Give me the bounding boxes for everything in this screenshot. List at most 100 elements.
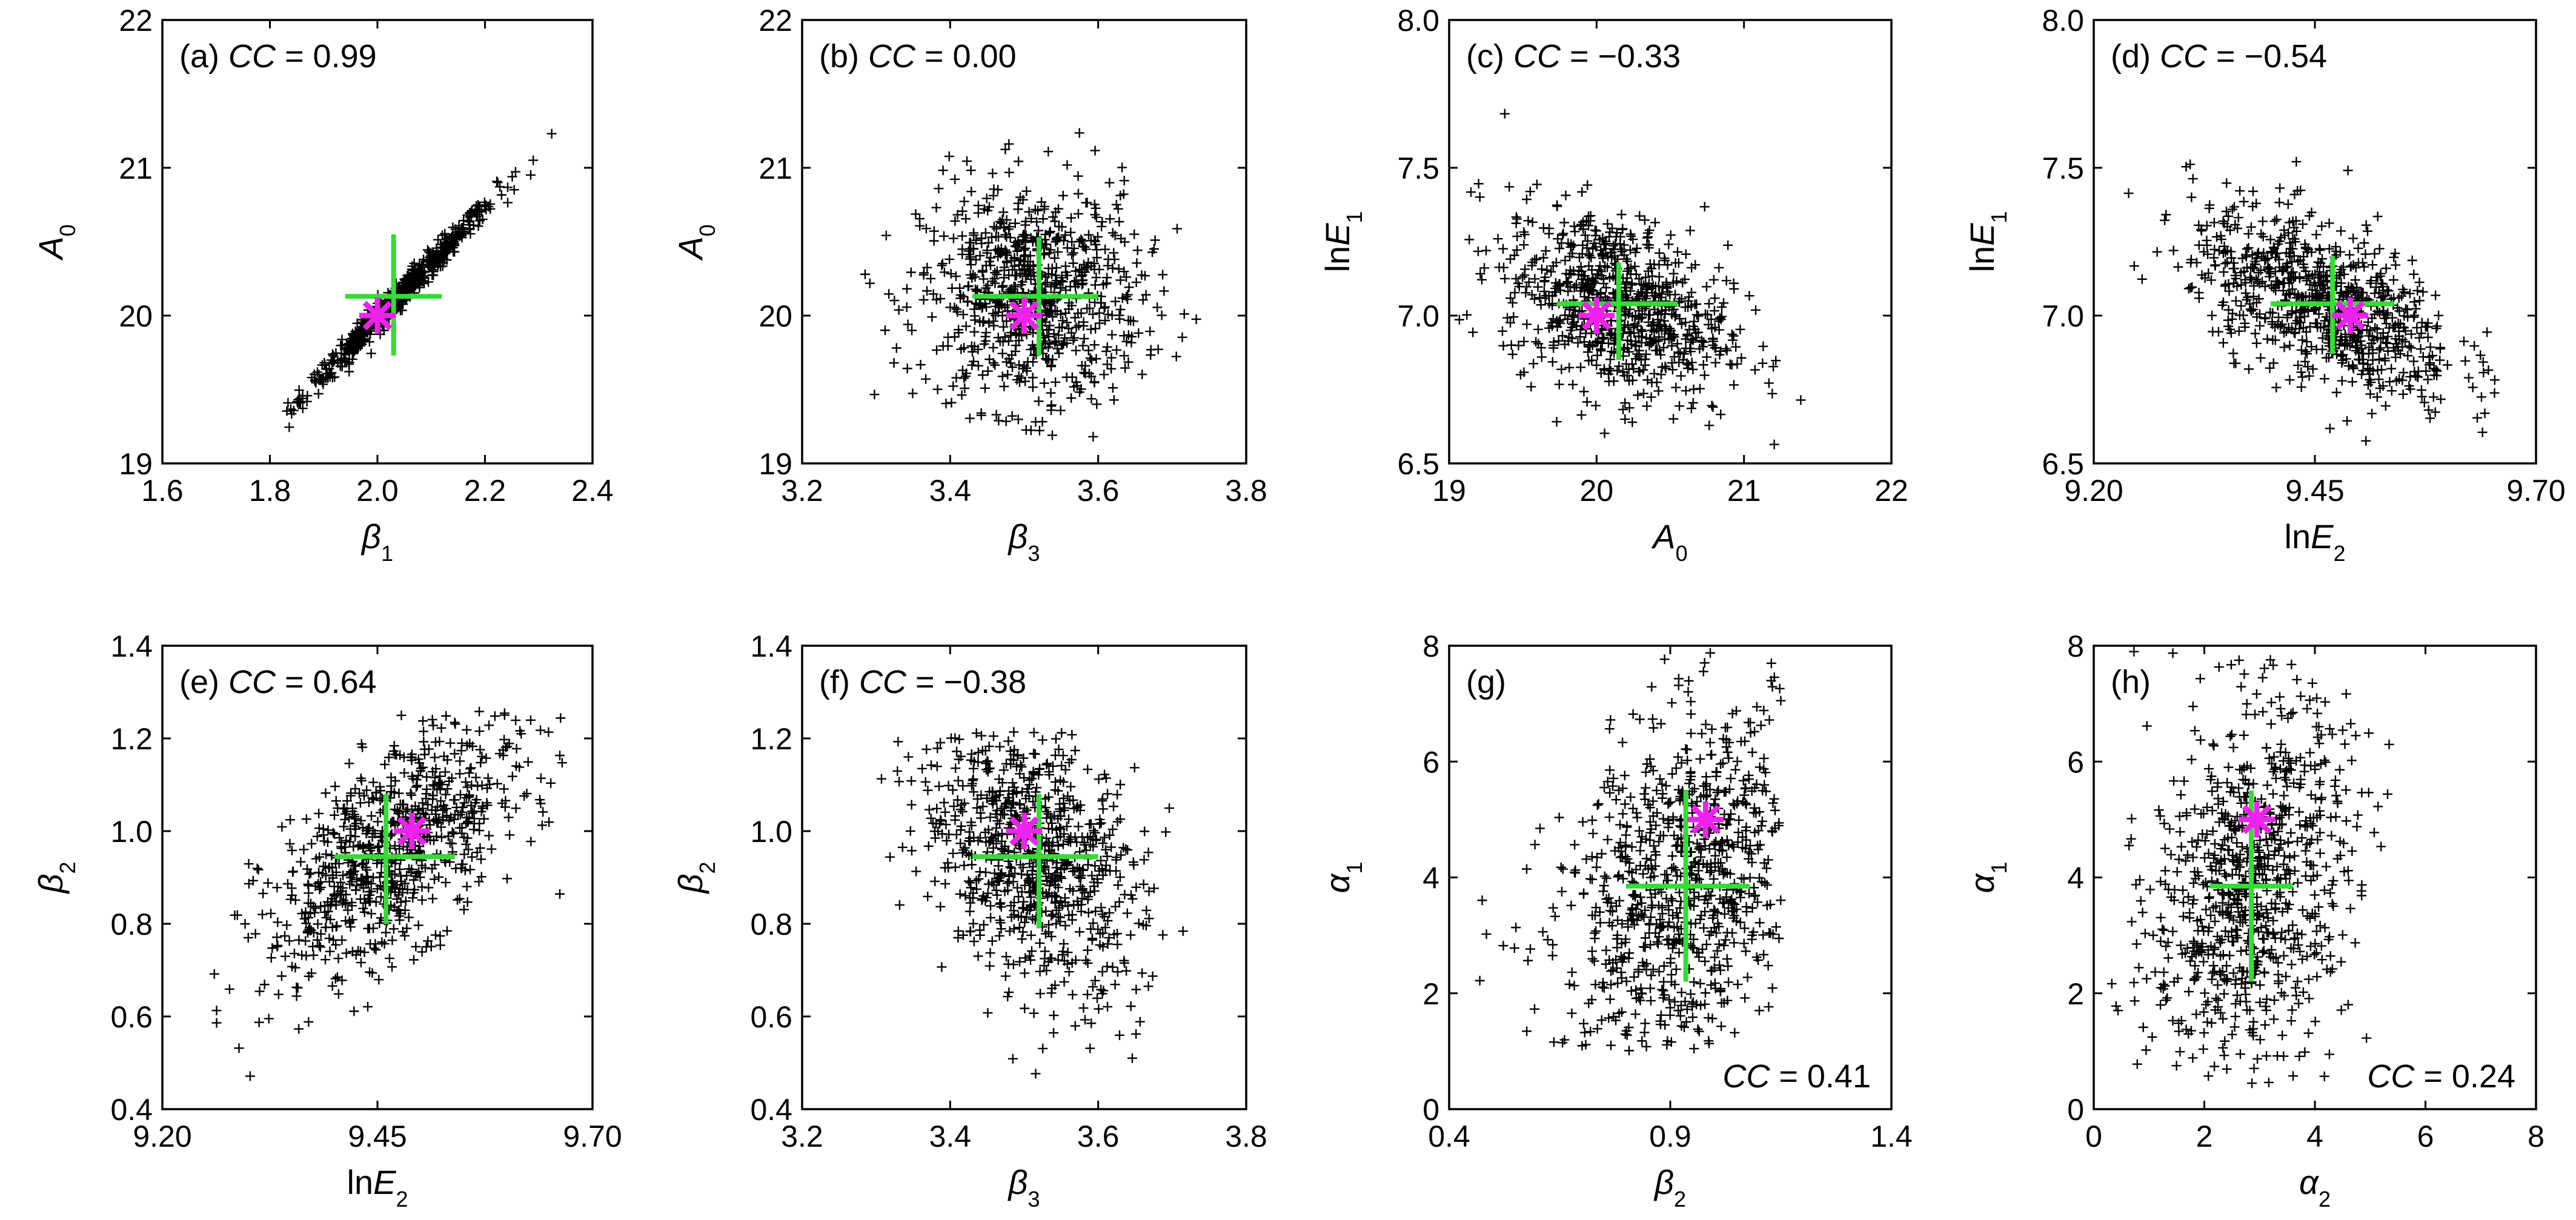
cc-label: CC <box>859 664 907 700</box>
data-point <box>332 921 342 930</box>
data-point <box>543 728 553 737</box>
data-point <box>465 865 475 875</box>
y-tick-label: 1.2 <box>750 722 792 756</box>
data-point <box>2431 291 2440 300</box>
data-point <box>930 877 940 886</box>
data-point <box>294 1024 304 1034</box>
y-axis-label: α1 <box>1318 862 1367 893</box>
data-point <box>977 731 986 741</box>
data-point <box>356 958 366 967</box>
data-point <box>493 177 503 187</box>
data-point <box>1013 204 1023 214</box>
data-point <box>464 768 474 778</box>
data-point <box>1570 981 1579 990</box>
data-point <box>296 857 305 867</box>
data-point <box>294 935 304 945</box>
data-point <box>417 947 427 956</box>
data-point <box>2336 226 2346 236</box>
data-point <box>999 382 1009 391</box>
data-point <box>974 748 983 757</box>
data-point <box>2274 197 2284 207</box>
x-axis-label: A0 <box>1651 517 1687 566</box>
data-point <box>927 312 937 322</box>
data-point <box>254 865 264 875</box>
data-point <box>1556 365 1566 374</box>
data-point <box>1135 1017 1145 1027</box>
data-point <box>943 333 953 342</box>
data-point <box>2211 260 2220 270</box>
data-point <box>1035 967 1045 976</box>
x-tick-label: 3.8 <box>1225 474 1267 508</box>
data-point <box>334 989 344 999</box>
data-point <box>1060 977 1069 987</box>
x-axis-label-symbol: β <box>1007 517 1027 555</box>
data-point <box>1474 179 1484 188</box>
data-point <box>939 798 949 807</box>
data-point <box>2270 216 2280 226</box>
data-point <box>1555 380 1564 390</box>
data-point <box>484 831 494 841</box>
y-tick-label: 0.6 <box>110 1000 153 1034</box>
data-point <box>1101 346 1111 356</box>
data-point <box>1090 146 1100 156</box>
data-point <box>2239 197 2249 207</box>
data-point <box>2188 174 2198 184</box>
data-point <box>1069 248 1078 257</box>
x-axis-label-subscript: 2 <box>1674 1187 1686 1212</box>
data-point <box>2219 338 2228 348</box>
data-point <box>281 952 290 961</box>
y-axis-label: β2 <box>671 861 720 894</box>
data-point <box>1552 417 1562 426</box>
data-point <box>940 879 950 889</box>
data-point <box>1544 229 1554 239</box>
data-point <box>1568 380 1578 390</box>
data-point <box>547 129 557 139</box>
data-point <box>2236 301 2246 311</box>
data-point <box>1161 827 1170 837</box>
data-point <box>2153 247 2162 257</box>
data-point <box>1770 440 1779 449</box>
data-point <box>1141 906 1151 915</box>
data-point <box>2435 356 2445 365</box>
plot-frame <box>802 646 1246 1109</box>
data-point <box>290 949 299 958</box>
point-cloud <box>2124 157 2500 446</box>
data-point <box>1648 723 1658 733</box>
data-point <box>1028 382 1038 392</box>
data-point <box>958 310 968 319</box>
data-point <box>508 772 517 781</box>
data-point <box>1015 377 1024 387</box>
data-point <box>502 874 512 883</box>
data-point <box>349 1006 359 1016</box>
data-point <box>990 360 1000 370</box>
data-point <box>1082 303 1092 313</box>
data-point <box>1111 866 1121 876</box>
data-point <box>2412 323 2422 333</box>
data-point <box>889 296 899 305</box>
data-point <box>314 941 324 950</box>
data-point <box>881 231 891 240</box>
data-point <box>1007 362 1017 372</box>
data-point <box>302 814 311 824</box>
data-point <box>895 900 905 910</box>
data-point <box>273 941 282 950</box>
data-point <box>907 800 917 810</box>
data-point <box>1771 356 1781 365</box>
data-point <box>898 843 908 852</box>
data-point <box>319 861 328 871</box>
data-point <box>949 234 958 244</box>
data-point <box>458 803 468 812</box>
data-point <box>483 774 493 783</box>
data-point <box>1656 719 1666 729</box>
data-point <box>988 168 997 178</box>
data-point <box>1557 887 1567 897</box>
data-point <box>2337 376 2347 386</box>
y-axis-label-subscript: 1 <box>1342 862 1367 874</box>
data-point <box>1520 230 1530 239</box>
data-point <box>2426 342 2435 352</box>
data-point <box>1071 346 1081 356</box>
data-point <box>916 360 926 370</box>
data-point <box>234 1043 244 1053</box>
data-point <box>1020 969 1029 978</box>
data-point <box>1755 840 1765 850</box>
